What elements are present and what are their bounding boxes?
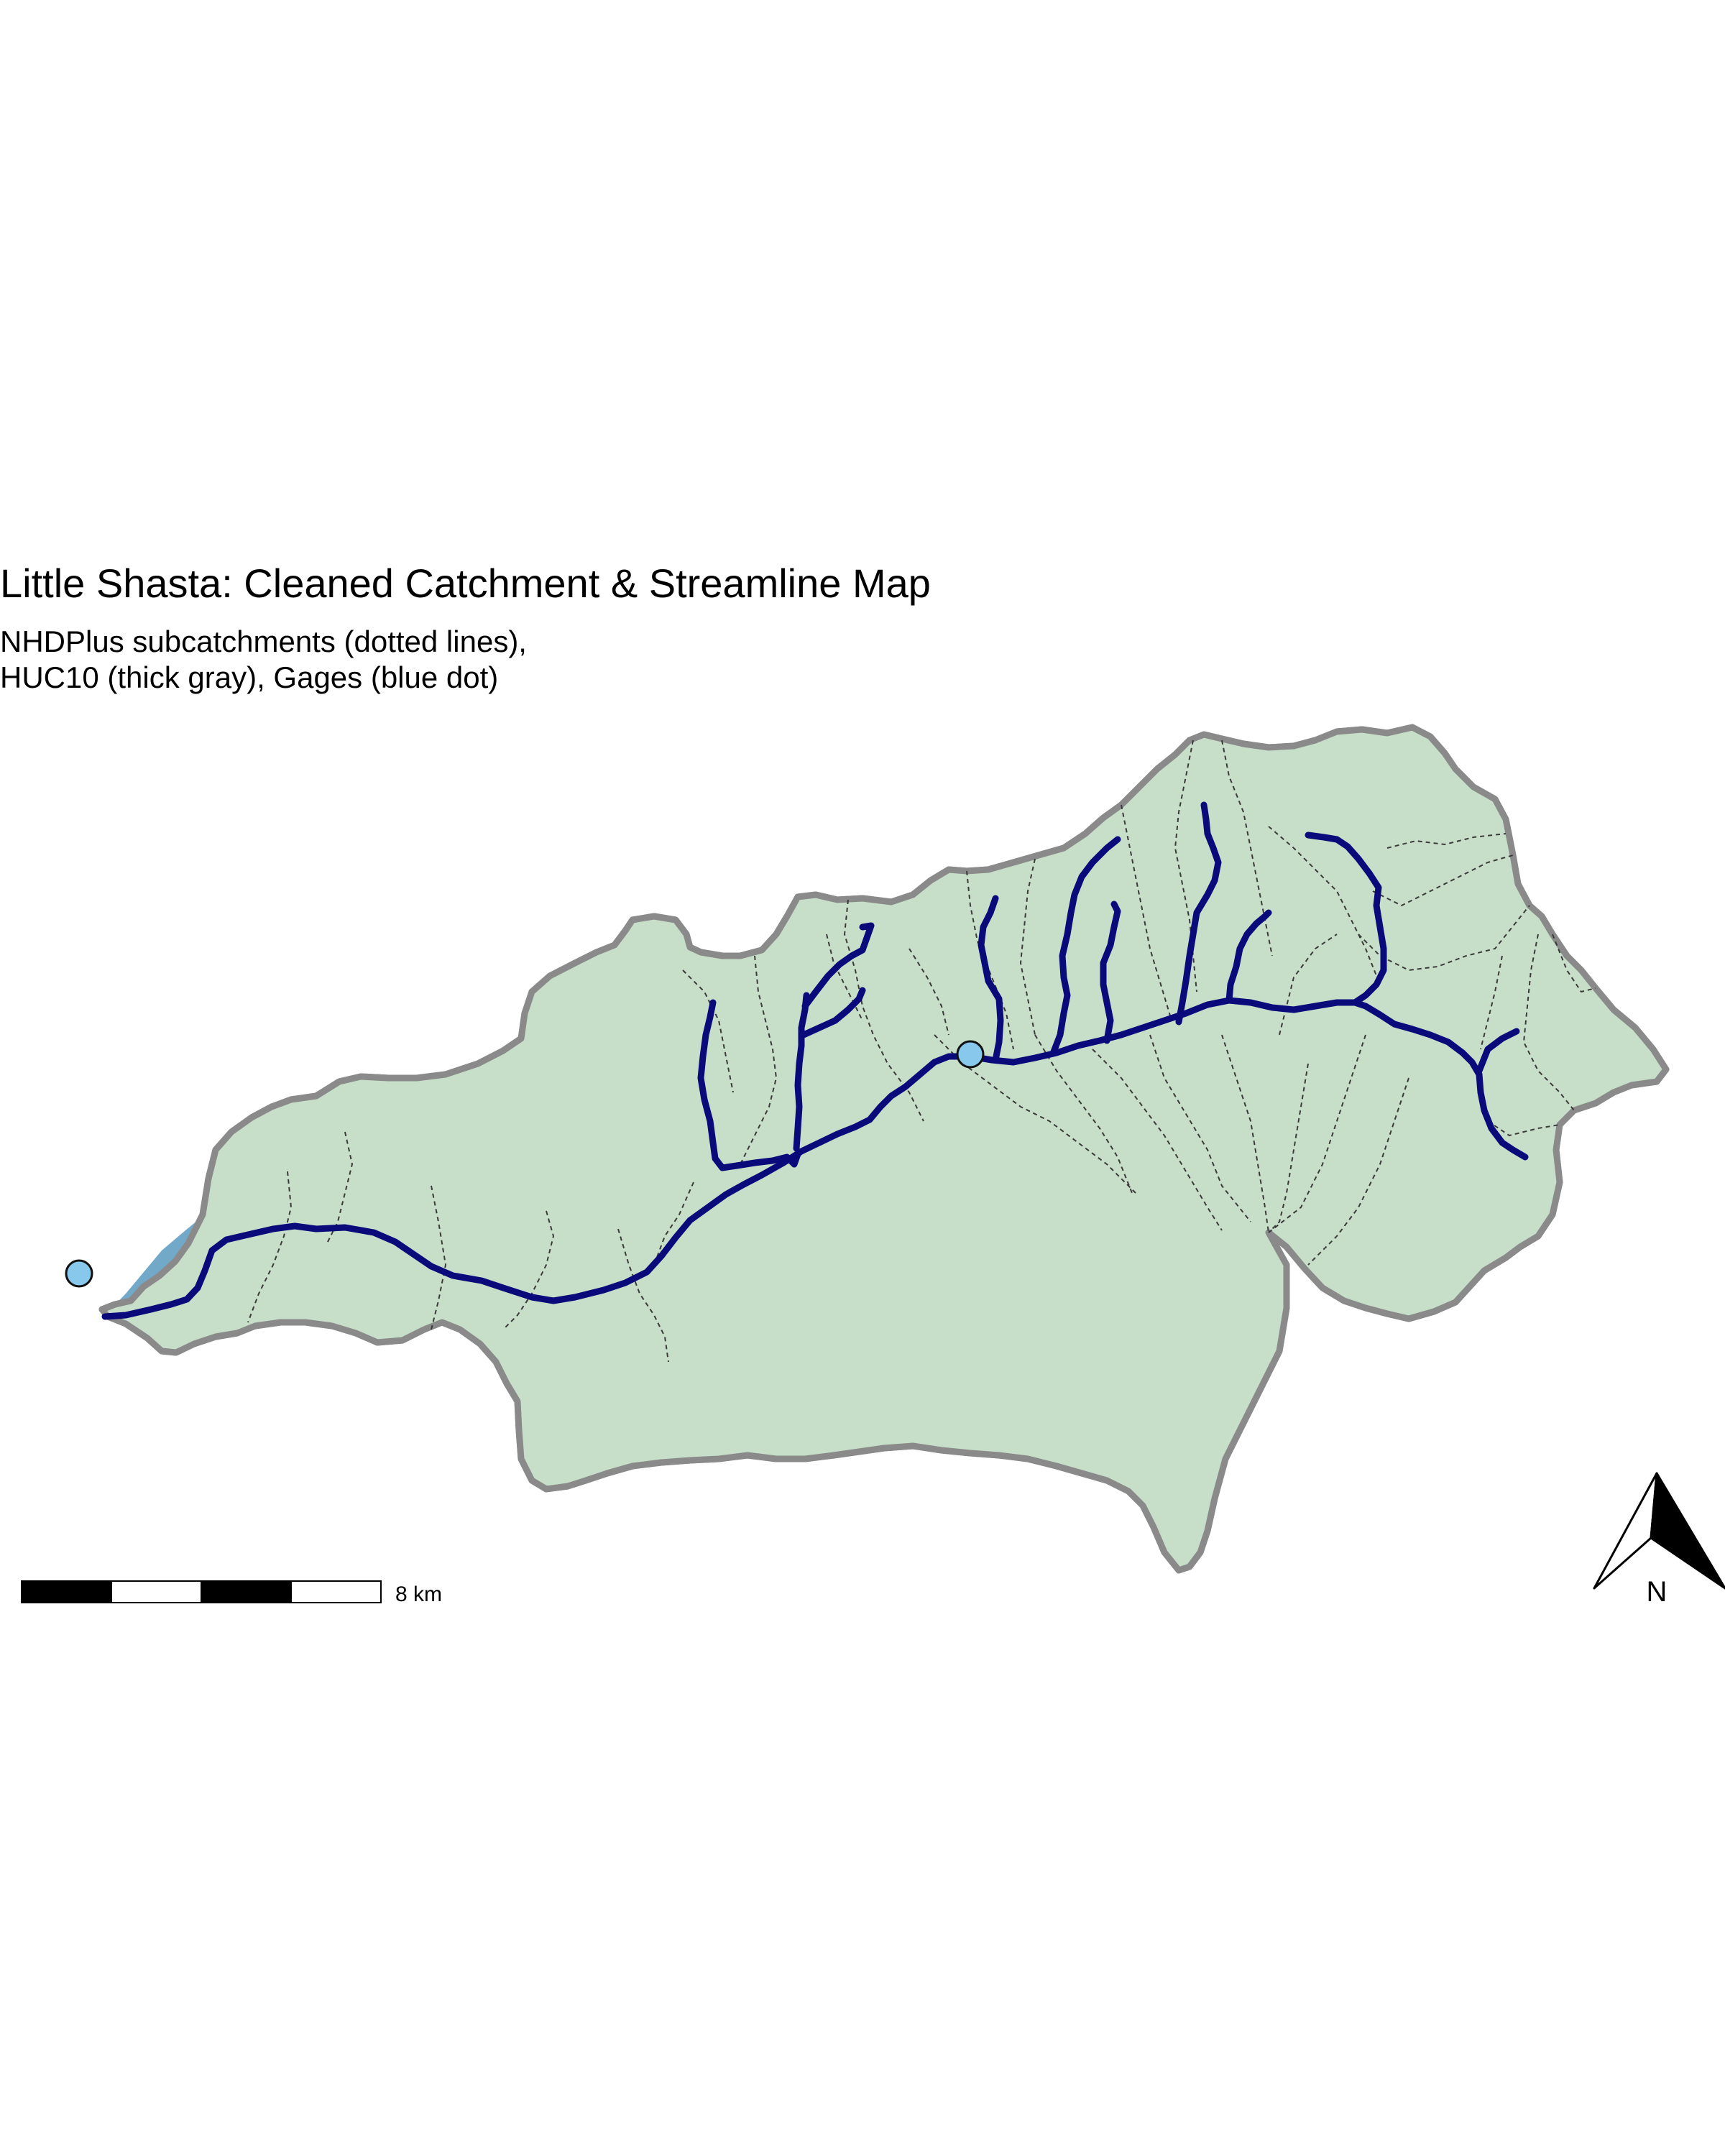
tributary-west-branch-b xyxy=(800,987,866,1038)
scale-bar-label: 8 km xyxy=(395,1583,442,1606)
scale-bar: 8 km xyxy=(21,1580,442,1606)
north-arrow-right-half xyxy=(1650,1472,1725,1590)
map-subtitle: NHDPlus subcatchments (dotted lines), HU… xyxy=(0,624,527,696)
tributary-east xyxy=(1476,1071,1529,1161)
tributary-east-north xyxy=(1476,1028,1520,1074)
main-stem xyxy=(101,997,1483,1320)
tributary-west-branch-a xyxy=(801,922,875,1010)
subtitle-line-2: HUC10 (thick gray), Gages (blue dot) xyxy=(0,660,499,694)
map-title: Little Shasta: Cleaned Catchment & Strea… xyxy=(0,561,931,606)
tributary-west-fork xyxy=(697,999,801,1171)
tributary-west-north xyxy=(793,992,810,1152)
north-arrow-left-half xyxy=(1593,1472,1658,1590)
subtitle-line-1: NHDPlus subcatchments (dotted lines), xyxy=(0,625,527,658)
huc10-outline xyxy=(102,727,1666,1570)
gage-upstream xyxy=(956,1040,985,1069)
tributary-north-5 xyxy=(978,895,1004,1064)
gage-downstream xyxy=(65,1259,93,1288)
tributary-north-2 xyxy=(1175,801,1222,1026)
streamlines xyxy=(101,801,1529,1320)
north-arrow: N xyxy=(1593,1472,1725,1608)
tributary-north-1 xyxy=(1225,909,1272,1004)
tributary-north-3 xyxy=(1100,900,1121,1044)
north-arrow-label: N xyxy=(1647,1576,1668,1608)
tributary-north-4 xyxy=(1049,836,1121,1057)
tributary-northeast xyxy=(1305,831,1387,1006)
